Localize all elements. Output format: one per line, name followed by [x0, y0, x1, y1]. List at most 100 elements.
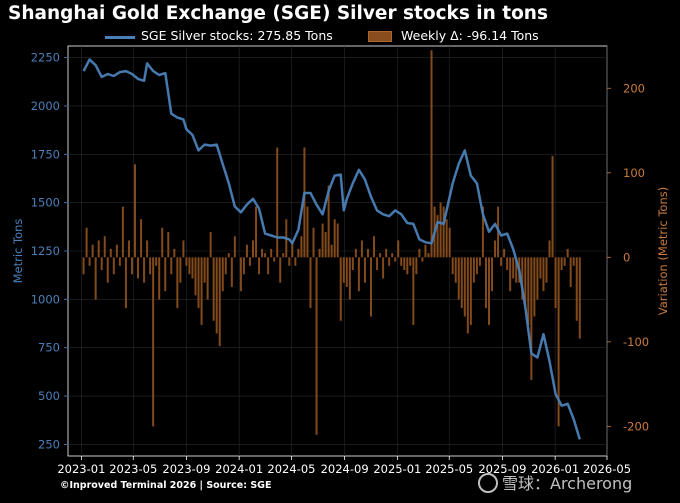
weekly-change-bar — [463, 257, 466, 317]
weekly-change-bar — [130, 257, 133, 275]
weekly-change-bar — [167, 231, 170, 258]
weekly-change-bar — [291, 240, 294, 258]
weekly-change-bar — [363, 257, 366, 283]
weekly-change-bar — [466, 257, 469, 334]
weekly-change-bar — [161, 227, 164, 258]
x-tick-label: 2023-05 — [109, 462, 157, 476]
weekly-change-bar — [542, 257, 545, 292]
x-tick-label: 2025-05 — [425, 462, 473, 476]
weekly-change-bar — [394, 257, 397, 262]
weekly-change-bar — [557, 257, 560, 427]
weekly-change-bar — [566, 248, 569, 258]
weekly-change-bar — [267, 257, 270, 275]
weekly-change-bar — [121, 206, 124, 258]
watermark: 雪球：Archerong — [478, 470, 632, 494]
weekly-change-bar — [403, 257, 406, 271]
weekly-change-bar — [191, 257, 194, 279]
weekly-change-bar — [373, 236, 376, 258]
weekly-change-bar — [385, 248, 388, 258]
weekly-change-bar — [530, 257, 533, 380]
legend-line-label: SGE Silver stocks: 275.85 Tons — [141, 28, 333, 43]
weekly-change-bar — [106, 257, 109, 283]
weekly-change-bar — [521, 257, 524, 300]
weekly-change-bar — [285, 219, 288, 258]
weekly-change-bar — [388, 257, 391, 266]
chart-title: Shanghai Gold Exchange (SGE) Silver stoc… — [8, 3, 548, 24]
plot-frame — [67, 45, 608, 457]
weekly-change-bar — [515, 257, 518, 283]
weekly-change-bar — [412, 257, 415, 325]
weekly-change-bar — [200, 257, 203, 325]
weekly-change-bar — [182, 240, 185, 258]
weekly-change-bar — [503, 248, 506, 258]
weekly-change-bar — [457, 257, 460, 300]
weekly-change-bar — [155, 257, 158, 266]
weekly-change-bar — [545, 257, 548, 283]
weekly-change-bar — [436, 215, 439, 258]
weekly-change-bar — [469, 257, 472, 325]
weekly-change-bar — [569, 257, 572, 287]
weekly-change-bar — [500, 257, 503, 266]
weekly-change-bar — [536, 257, 539, 300]
weekly-change-bar — [124, 257, 127, 309]
y-tick-label: 2250 — [31, 51, 60, 65]
weekly-change-bar — [360, 240, 363, 258]
weekly-change-bar — [82, 257, 85, 275]
weekly-change-bar — [146, 240, 149, 258]
y-tick-label: 1500 — [31, 196, 60, 210]
weekly-change-bar — [324, 231, 327, 258]
weekly-change-bar — [152, 257, 155, 427]
weekly-change-bar — [424, 244, 427, 258]
weekly-change-bar — [421, 257, 424, 262]
weekly-change-bar — [170, 257, 173, 275]
y2-tick-label: 200 — [623, 81, 645, 95]
weekly-change-bar — [233, 236, 236, 258]
x-tick-label: 2025-01 — [373, 462, 421, 476]
weekly-change-bar — [357, 257, 360, 292]
weekly-change-bar — [221, 257, 224, 292]
weekly-change-bar — [354, 248, 357, 258]
weekly-change-bar — [294, 257, 297, 266]
weekly-change-bar — [100, 257, 103, 271]
weekly-change-bar — [309, 257, 312, 309]
weekly-change-bar — [94, 257, 97, 300]
legend-bar-label: Weekly Δ: -96.14 Tons — [401, 28, 539, 43]
y-tick-label: 1750 — [31, 147, 60, 161]
weekly-change-bar — [255, 206, 258, 258]
y2-tick-label: 100 — [623, 166, 645, 180]
weekly-change-bar — [351, 257, 354, 271]
weekly-change-bar — [342, 257, 345, 283]
weekly-change-bar — [97, 240, 100, 258]
weekly-change-bar — [212, 257, 215, 321]
weekly-change-bar — [88, 257, 91, 266]
weekly-change-bar — [318, 248, 321, 258]
weekly-change-bar — [560, 257, 563, 271]
weekly-change-bar — [197, 257, 200, 309]
weekly-change-bar — [248, 257, 251, 266]
weekly-change-bar — [127, 240, 130, 258]
y2-tick-label: -200 — [623, 419, 649, 433]
weekly-change-bar — [445, 219, 448, 258]
weekly-change-bar — [273, 257, 276, 262]
weekly-change-bar — [149, 257, 152, 275]
weekly-change-bar — [164, 257, 167, 292]
weekly-change-bar — [487, 257, 490, 325]
weekly-change-bar — [369, 257, 372, 317]
y2-tick-label: 0 — [623, 250, 630, 264]
weekly-change-bar — [300, 236, 303, 258]
weekly-change-bar — [206, 257, 209, 300]
weekly-change-bar — [339, 257, 342, 321]
weekly-change-bar — [118, 257, 121, 266]
watermark-text: 雪球：Archerong — [502, 474, 633, 493]
weekly-change-bar — [143, 257, 146, 283]
snowball-logo-icon — [478, 473, 498, 493]
weekly-change-bar — [439, 202, 442, 258]
weekly-change-bar — [239, 257, 242, 292]
weekly-change-bar — [376, 257, 379, 271]
weekly-change-bar — [548, 240, 551, 258]
weekly-change-bar — [327, 185, 330, 258]
weekly-change-bar — [279, 257, 282, 283]
weekly-change-bar — [242, 257, 245, 275]
weekly-change-bar — [430, 50, 433, 258]
weekly-change-bar — [185, 257, 188, 266]
